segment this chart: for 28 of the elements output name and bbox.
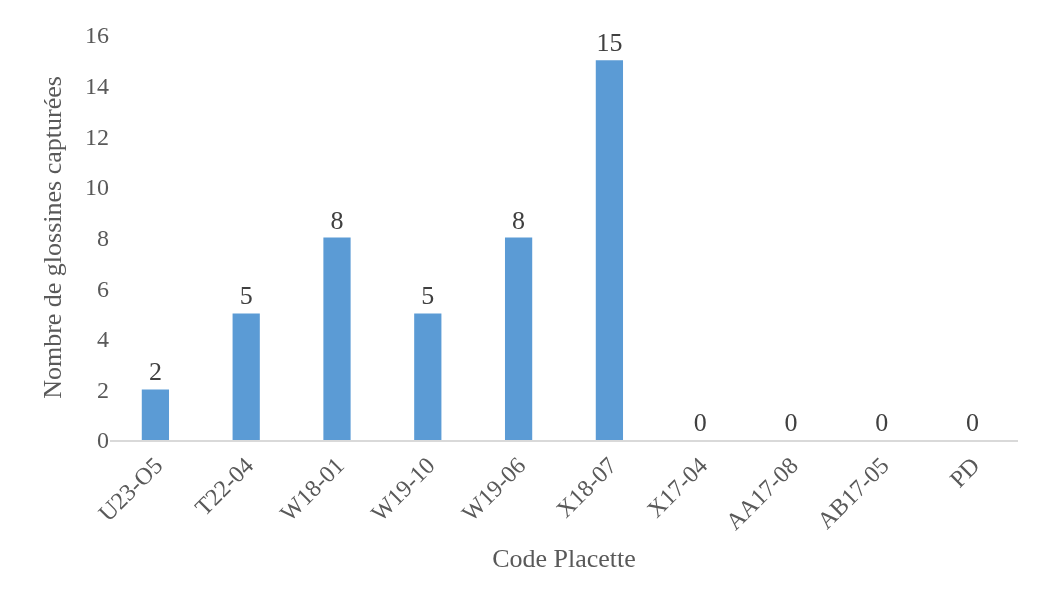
y-tick-label: 0 (97, 427, 109, 454)
y-tick-label: 8 (97, 224, 109, 251)
data-label: 0 (875, 408, 889, 437)
y-tick-label: 6 (97, 275, 109, 302)
y-tick-label: 2 (97, 376, 109, 403)
data-label: 5 (421, 281, 435, 311)
data-label: 15 (596, 28, 623, 58)
bar (414, 313, 442, 440)
x-axis-title: Code Placette (492, 543, 636, 573)
data-label: 8 (330, 205, 344, 235)
data-label: 0 (784, 408, 798, 437)
data-label: 8 (512, 205, 526, 235)
y-tick-label: 14 (85, 73, 109, 100)
data-label: 0 (693, 408, 707, 437)
y-tick-label: 10 (85, 174, 109, 201)
data-label: 5 (239, 281, 253, 311)
y-axis-title: Nombre de glossines capturées (38, 76, 68, 399)
bar (504, 237, 533, 440)
bar (323, 237, 351, 440)
bar (141, 389, 170, 440)
y-tick-label: 16 (85, 22, 109, 49)
bar (595, 60, 624, 440)
x-tick-label: PD (944, 452, 985, 493)
data-label: 0 (966, 408, 980, 437)
y-tick-label: 12 (85, 123, 109, 150)
data-label: 2 (148, 357, 162, 387)
y-tick-label: 4 (97, 326, 109, 353)
bar (232, 313, 260, 440)
